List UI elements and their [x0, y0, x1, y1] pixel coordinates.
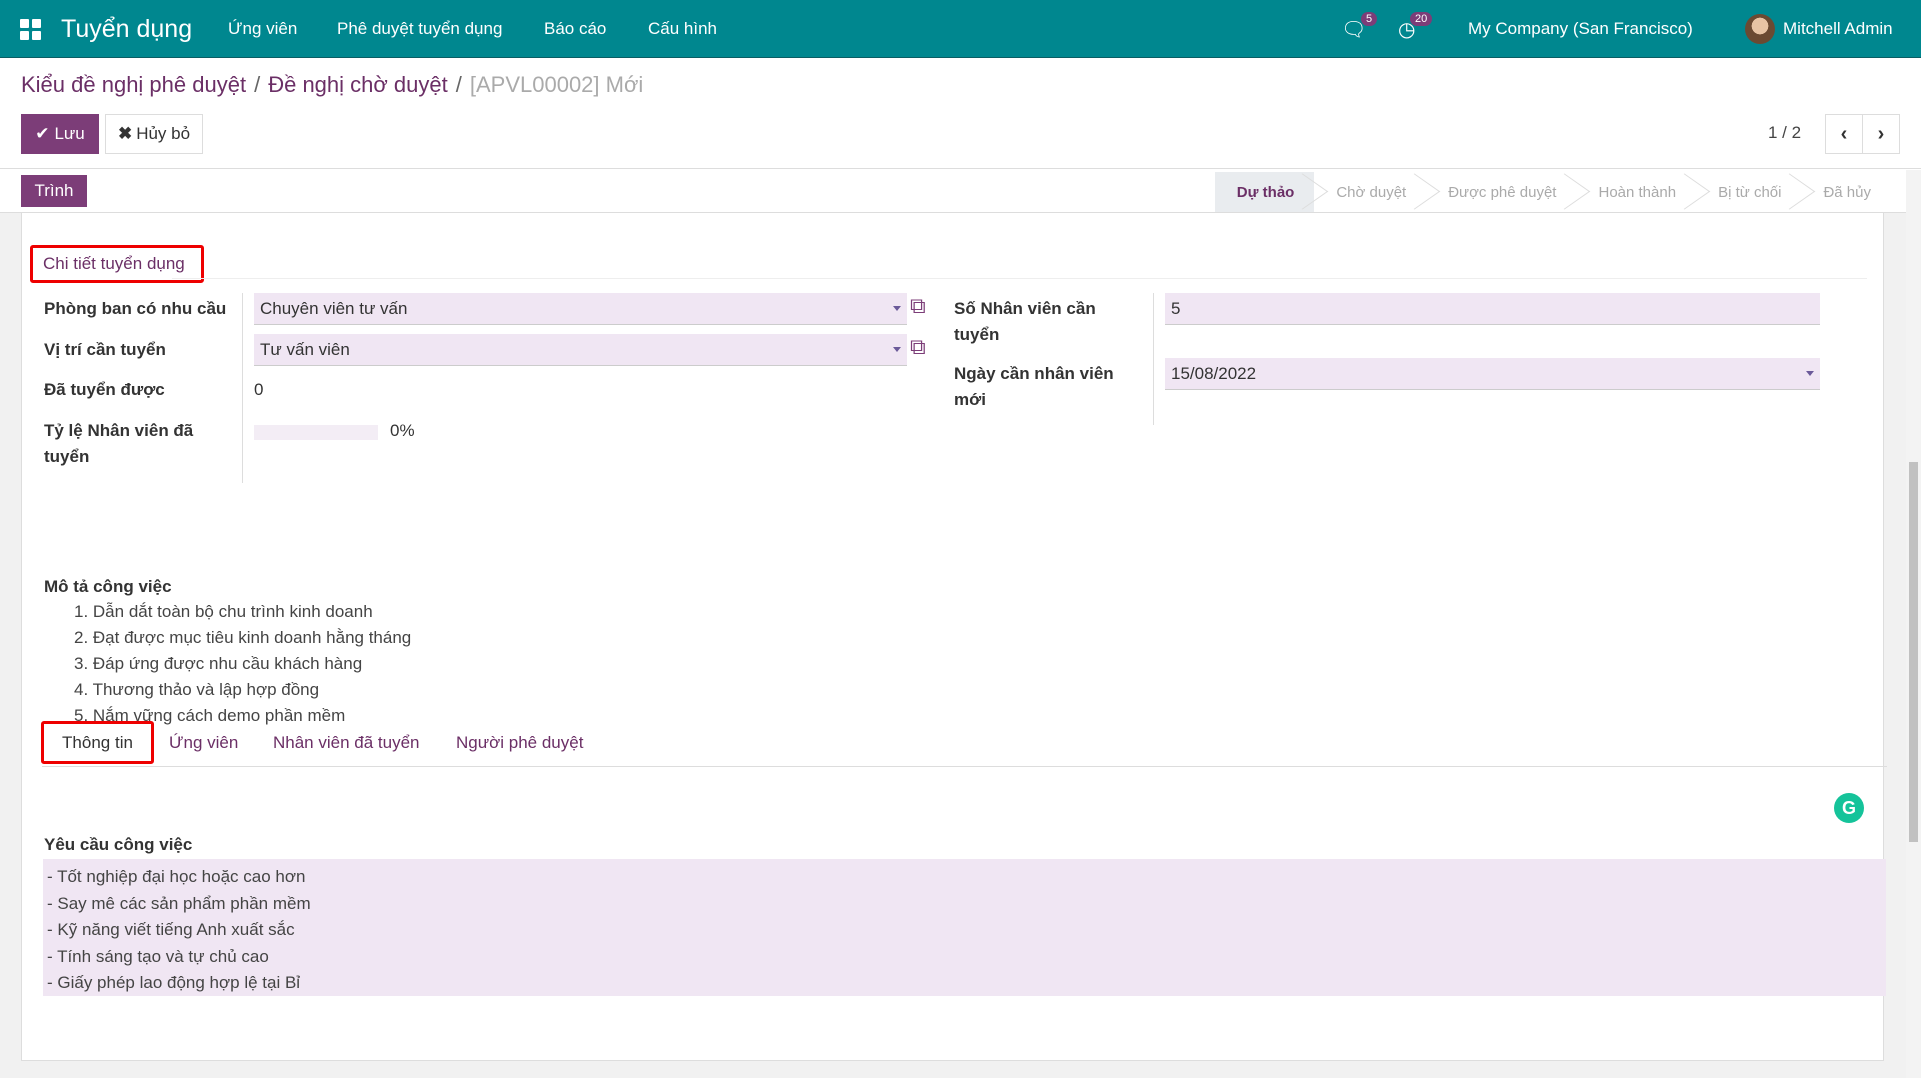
breadcrumb-item[interactable]: Kiểu đề nghị phê duyệt [21, 72, 247, 97]
date-label: Ngày cần nhân viên mới [954, 364, 1114, 409]
description-text: Dẫn dắt toàn bộ chu trình kinh doanh [92, 602, 373, 621]
date-picker[interactable]: 15/08/2022 [1165, 358, 1820, 390]
requirement-line: - Tốt nghiệp đại học hoặc cao hơn [47, 867, 306, 886]
hired-value: 0 [254, 380, 264, 399]
user-menu[interactable]: Mitchell Admin [1783, 19, 1893, 38]
control-panel: Kiểu đề nghị phê duyệt / Đề nghị chờ duyệt… [0, 58, 1921, 213]
menu-cau-hinh[interactable]: Cấu hình [648, 19, 717, 38]
department-value: Chuyên viên tư vấn [260, 298, 408, 318]
stage-da-huy[interactable]: Đã hủy [1823, 183, 1871, 201]
description-text: Nắm vững cách demo phần mềm [92, 706, 346, 725]
app-name[interactable]: Tuyển dụng [61, 14, 193, 43]
pager-previous-button[interactable]: ‹ [1825, 114, 1863, 154]
tab-ung-vien[interactable]: Ứng viên [169, 732, 239, 752]
tab-thong-tin[interactable]: Thông tin [41, 721, 154, 764]
apps-menu-icon[interactable] [20, 0, 42, 58]
department-select[interactable]: Chuyên viên tư vấn [254, 293, 907, 325]
messages-icon[interactable]: 🗨 [1341, 18, 1367, 41]
chevron-right-icon: › [1877, 122, 1885, 145]
breadcrumb: Kiểu đề nghị phê duyệt / Đề nghị chờ duyệt… [21, 72, 644, 97]
stage-cho-duyet[interactable]: Chờ duyệt [1314, 172, 1426, 212]
menu-bao-cao[interactable]: Báo cáo [544, 19, 607, 38]
description-item: 5. Nắm vững cách demo phần mềm [74, 706, 346, 725]
description-text: Thương thảo và lập hợp đồng [92, 680, 320, 699]
activities-badge: 20 [1410, 12, 1433, 26]
grammarly-icon[interactable]: G [1834, 793, 1864, 823]
messages-badge: 5 [1361, 12, 1378, 26]
requirements-label: Yêu cầu công việc [44, 835, 193, 854]
tab-divider [42, 766, 1887, 767]
external-link-icon[interactable]: ⧉ [910, 334, 926, 359]
requirements-field[interactable]: - Tốt nghiệp đại học hoặc cao hơn - Say … [43, 859, 1886, 996]
submit-button[interactable]: Trình [21, 175, 87, 207]
section-title: Chi tiết tuyển dụng [30, 245, 204, 283]
tab-nguoi-phe-duyet[interactable]: Người phê duyệt [456, 732, 584, 752]
statusbar: Dự thảo Chờ duyệt Được phê duyệt Hoàn th… [1214, 172, 1891, 212]
external-link-icon[interactable]: ⧉ [910, 293, 926, 318]
description-label: Mô tả công việc [44, 577, 172, 596]
stage-duoc-phe-duyet[interactable]: Được phê duyệt [1426, 172, 1576, 212]
pager-next-button[interactable]: › [1862, 114, 1900, 154]
position-select[interactable]: Tư vấn viên [254, 334, 907, 366]
menu-ung-vien[interactable]: Ứng viên [228, 19, 298, 38]
requirement-line: - Tính sáng tạo và tự chủ cao [47, 946, 269, 966]
activity-clock-icon[interactable]: ◷ [1398, 18, 1416, 41]
scrollbar-thumb[interactable] [1909, 462, 1918, 842]
menu-phe-duyet[interactable]: Phê duyệt tuyển dụng [337, 19, 503, 38]
stage-du-thao[interactable]: Dự thảo [1214, 172, 1315, 212]
caret-down-icon [893, 306, 901, 311]
form-sheet: Chi tiết tuyển dụng Phòng ban có nhu cầu… [21, 213, 1887, 1061]
ratio-value: 0% [390, 421, 415, 440]
ratio-progress-bar [254, 425, 378, 440]
stage-bi-tu-choi[interactable]: Bị từ chối [1696, 172, 1801, 212]
top-navbar: Tuyển dụng Ứng viên Phê duyệt tuyển dụng… [0, 0, 1921, 58]
date-value: 15/08/2022 [1171, 363, 1257, 383]
save-button[interactable]: ✔ Lưu [21, 114, 99, 154]
discard-button[interactable]: ✖ Hủy bỏ [105, 114, 203, 154]
stage-hoan-thanh[interactable]: Hoàn thành [1576, 172, 1696, 212]
divider [172, 278, 1867, 279]
company-switcher[interactable]: My Company (San Francisco) [1468, 19, 1693, 38]
user-avatar[interactable] [1745, 0, 1775, 58]
count-label: Số Nhân viên cần tuyển [954, 299, 1096, 344]
requirement-line: - Giấy phép lao động hợp lệ tại Bỉ [47, 973, 301, 992]
divider [1153, 293, 1154, 425]
breadcrumb-current: [APVL00002] Mới [469, 72, 644, 97]
statusbar-row: Trình Dự thảo Chờ duyệt Được phê duyệt H… [0, 168, 1921, 213]
pager-value: 1 / 2 [1768, 123, 1802, 142]
caret-down-icon [1806, 371, 1814, 376]
description-item: 3. Đáp ứng được nhu cầu khách hàng [74, 654, 363, 673]
breadcrumb-item[interactable]: Đề nghị chờ duyệt [268, 72, 448, 97]
description-text: Đạt được mục tiêu kinh doanh hằng tháng [92, 628, 412, 647]
close-icon: ✖ [117, 124, 133, 143]
requirement-line: - Say mê các sản phẩm phần mềm [47, 893, 311, 913]
tab-nhan-vien-da-tuyen[interactable]: Nhân viên đã tuyển [273, 732, 420, 752]
save-label: Lưu [54, 124, 85, 143]
discard-label: Hủy bỏ [136, 124, 191, 143]
description-item: 4. Thương thảo và lập hợp đồng [74, 680, 320, 699]
divider [242, 293, 243, 483]
scrollbar[interactable] [1906, 170, 1921, 1078]
hired-label: Đã tuyển được [44, 380, 165, 399]
count-input[interactable]: 5 [1165, 293, 1820, 325]
description-item: 2. Đạt được mục tiêu kinh doanh hằng thá… [74, 628, 412, 647]
position-label: Vị trí cần tuyển [44, 340, 166, 359]
ratio-label: Tỷ lệ Nhân viên đã tuyển [44, 421, 194, 466]
description-text: Đáp ứng được nhu cầu khách hàng [92, 654, 363, 673]
check-icon: ✔ [35, 124, 50, 143]
chevron-left-icon: ‹ [1840, 122, 1848, 145]
position-value: Tư vấn viên [260, 339, 350, 359]
caret-down-icon [893, 347, 901, 352]
description-item: 1. Dẫn dắt toàn bộ chu trình kinh doanh [74, 602, 373, 621]
department-label: Phòng ban có nhu cầu [44, 299, 227, 318]
requirement-line: - Kỹ năng viết tiếng Anh xuất sắc [47, 920, 295, 939]
